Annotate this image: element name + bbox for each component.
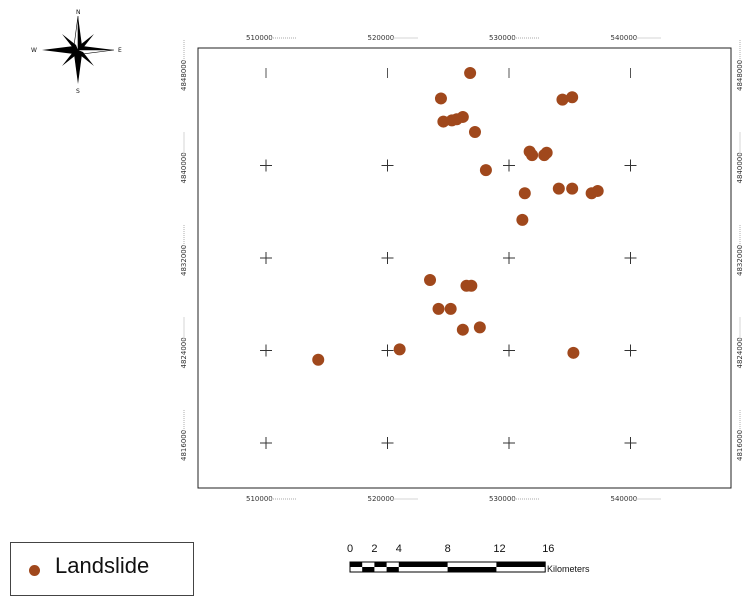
- grid-cross: [260, 252, 272, 264]
- left-northing-label: 4832000: [180, 245, 188, 276]
- map-frame: [197, 47, 732, 489]
- landslide-point: [444, 302, 457, 315]
- legend: Landslide: [10, 542, 194, 596]
- bottom-easting-label: 510000: [246, 495, 273, 503]
- landslide-point: [393, 343, 406, 356]
- scale-number: 0: [347, 543, 353, 555]
- landslide-points: [312, 67, 604, 366]
- grid-cross: [260, 437, 272, 449]
- scale-segment: [447, 567, 497, 572]
- scale-number: 8: [445, 543, 451, 555]
- scale-unit: Kilometers: [547, 564, 590, 574]
- top-easting-label: 510000: [246, 34, 273, 42]
- grid-cross: [503, 437, 515, 449]
- landslide-point: [468, 125, 481, 138]
- grid-cross: [624, 344, 637, 357]
- landslide-point: [464, 67, 477, 79]
- landslide-point: [566, 182, 579, 195]
- scale-number: 2: [371, 543, 377, 555]
- landslide-symbol-icon: [29, 565, 40, 576]
- grid-cross: [503, 252, 515, 264]
- compass-west: W: [31, 47, 37, 54]
- landslide-point: [479, 164, 492, 177]
- top-easting-label: 540000: [611, 34, 638, 42]
- top-easting-label: 520000: [368, 34, 395, 42]
- landslide-point: [526, 149, 539, 162]
- left-northing-label: 4840000: [180, 152, 188, 183]
- bottom-easting-label: 530000: [489, 495, 516, 503]
- grid-cross: [624, 159, 637, 172]
- scale-number: 16: [542, 543, 554, 555]
- landslide-point: [591, 184, 604, 197]
- left-northing-label: 4848000: [180, 60, 188, 91]
- landslide-point: [473, 321, 486, 334]
- right-northing-label: 4840000: [736, 152, 744, 183]
- landslide-point: [540, 146, 553, 159]
- compass-north: N: [76, 9, 81, 16]
- grid-layer: [260, 68, 637, 449]
- compass-east: E: [118, 47, 122, 54]
- landslide-point: [432, 302, 445, 315]
- landslide-point: [465, 279, 478, 292]
- landslide-point: [312, 353, 325, 366]
- left-northing-label: 4824000: [180, 337, 188, 368]
- top-easting-label: 530000: [489, 34, 516, 42]
- landslide-point: [424, 273, 437, 286]
- legend-label: Landslide: [55, 553, 150, 578]
- landslide-point: [556, 93, 569, 106]
- landslide-point: [567, 346, 580, 359]
- grid-cross: [624, 437, 637, 449]
- compass-rose-icon: N S E W: [31, 9, 122, 95]
- coordinate-labels: 510000 520000 530000 540000 510000 520000 5300…: [180, 34, 744, 503]
- bottom-easting-label: 540000: [611, 495, 638, 503]
- scale-segment: [362, 567, 375, 572]
- landslide-point: [456, 110, 469, 123]
- landslide-point: [456, 323, 469, 336]
- landslide-point: [516, 213, 529, 226]
- grid-cross: [381, 344, 394, 357]
- scale-number: 12: [493, 543, 505, 555]
- grid-cross: [260, 159, 272, 172]
- right-northing-label: 4816000: [736, 430, 744, 461]
- scale-segment: [350, 562, 363, 567]
- grid-cross: [260, 344, 272, 357]
- scale-segment: [496, 562, 546, 567]
- right-northing-label: 4824000: [736, 337, 744, 368]
- grid-cross: [381, 252, 394, 264]
- right-northing-label: 4832000: [736, 245, 744, 276]
- compass-south: S: [76, 88, 80, 95]
- landslide-point: [518, 187, 531, 200]
- landslide-point: [552, 182, 565, 195]
- bottom-easting-label: 520000: [368, 495, 395, 503]
- scale-segment: [398, 562, 448, 567]
- scale-segment: [374, 562, 387, 567]
- right-northing-label: 4848000: [736, 60, 744, 91]
- scale-segment: [386, 567, 399, 572]
- scale-number: 4: [396, 543, 402, 555]
- landslide-point: [566, 91, 579, 104]
- left-northing-label: 4816000: [180, 430, 188, 461]
- grid-cross: [503, 344, 515, 357]
- landslide-point: [434, 92, 447, 105]
- grid-cross: [381, 159, 394, 172]
- scale-bar: 0 2 4 8 12 16 Kilometers: [347, 543, 590, 574]
- grid-cross: [624, 252, 637, 264]
- grid-cross: [381, 437, 394, 449]
- grid-cross: [503, 159, 515, 172]
